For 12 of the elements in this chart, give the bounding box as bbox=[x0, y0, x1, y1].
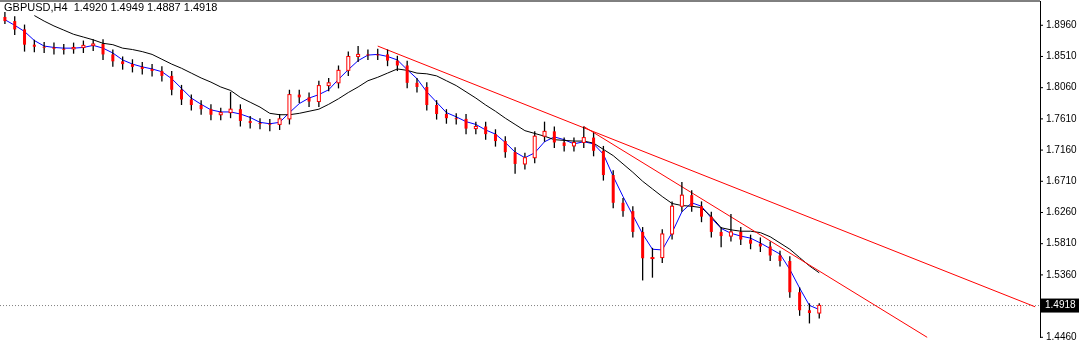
y-tick-label: 1.8960 bbox=[1046, 18, 1078, 30]
y-tick-label: 1.6710 bbox=[1046, 174, 1078, 186]
y-tick-label: 1.7610 bbox=[1046, 112, 1078, 124]
ref-line-label: 1.4918 bbox=[1045, 299, 1077, 311]
y-tick-label: 1.5360 bbox=[1046, 268, 1078, 280]
y-tick-label: 1.6260 bbox=[1046, 206, 1078, 218]
y-tick-label: 1.8510 bbox=[1046, 50, 1078, 62]
chart-title: GBPUSD,H4 1.4920 1.4949 1.4887 1.4918 bbox=[4, 1, 218, 13]
y-tick-label: 1.8060 bbox=[1046, 81, 1078, 93]
y-tick-label: 1.4460 bbox=[1046, 330, 1078, 342]
y-tick-label: 1.5810 bbox=[1046, 237, 1078, 249]
y-tick-label: 1.7160 bbox=[1046, 143, 1078, 155]
